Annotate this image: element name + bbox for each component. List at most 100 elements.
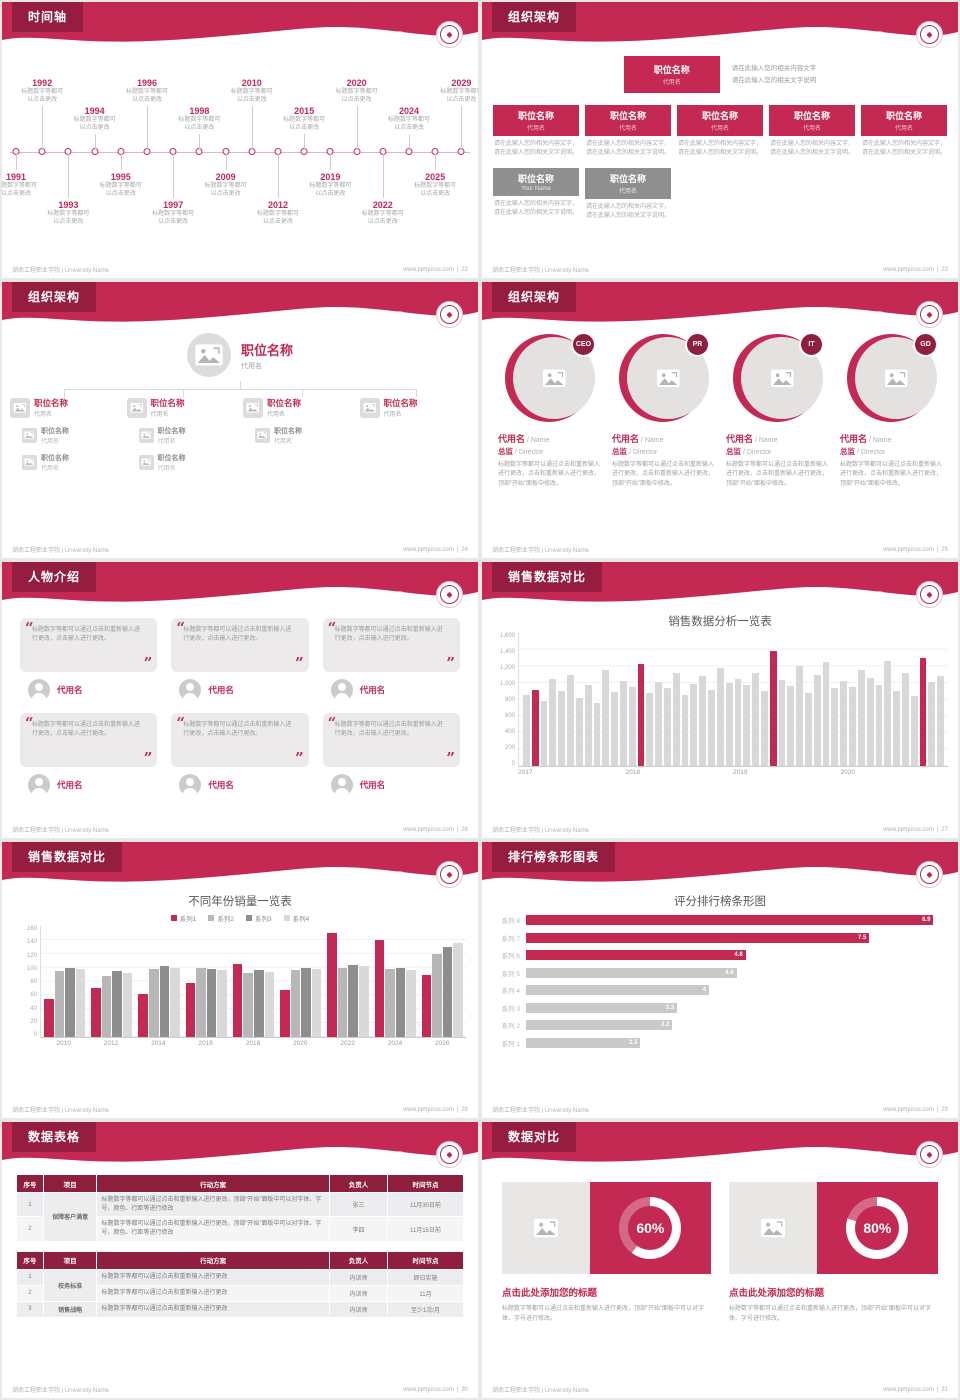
legend-label: 系列4 (292, 916, 310, 923)
person-card: “ 标题数字等都可以通过点击和重新输入进行更改，点击输入进行更改。 ” 代用名 (171, 618, 309, 701)
ranking-row: 系列 6 4.8 (494, 950, 938, 960)
timeline-desc: 标题数字等都可以点击更改 (21, 89, 64, 103)
quote-text: 标题数字等都可以通过点击和重新输入进行更改，点击输入进行更改。 (183, 722, 292, 738)
cell-time: 11月 (387, 1284, 464, 1302)
person-cards: “ 标题数字等都可以通过点击和重新输入进行更改，点击输入进行更改。 ” 代用名 … (2, 608, 478, 796)
bar (778, 679, 786, 766)
y-tick-label: 100 (26, 965, 37, 972)
slide-footer: 湖南工程职业学院 | University Name www.pptgurus.… (482, 543, 958, 556)
header-wave (482, 2, 958, 45)
category-label: 系列 6 (501, 953, 520, 960)
bar-track: 4.6 (526, 967, 938, 978)
school-crest-icon: ◆ (436, 21, 463, 48)
slide-22-timeline[interactable]: 时间轴 ◆ 1991标题数字等都可以点击更改1992标题数字等都可以点击更改19… (2, 2, 478, 278)
crest-emblem-icon: ◆ (440, 25, 459, 44)
role-photo: GD (847, 332, 938, 422)
donut-hole: 60% (628, 1206, 673, 1250)
category-label: 系列 5 (501, 970, 520, 978)
slide-title: 组织架构 (492, 282, 577, 312)
bar: 8.9 (526, 915, 934, 925)
y-tick-label: 600 (504, 713, 515, 719)
slide-28-yearly-sales-chart[interactable]: 销售数据对比 ◆ 不同年份销量一览表 系列1 系列2 系列3 系列4 160 140 12… (2, 842, 478, 1118)
stat-panel-left: 60% 点击此处添加您的标题 标题数字等都可以通过点击和重新输入进行更改，顶部“… (502, 1182, 711, 1324)
name-cn: 代用名 (498, 434, 526, 444)
bar (646, 692, 654, 766)
person-desc: 标题数字等都可以通过点击和重新输入进行更改，点击和重新输入进行更改，顶部“开始”… (498, 462, 601, 487)
footer-site: www.pptgurus.com 31 (883, 1387, 948, 1393)
role-photo: PR (619, 332, 710, 422)
stat-panel-right: 80% 点击此处添加您的标题 标题数字等都可以通过点击和重新输入进行更改，顶部“… (729, 1182, 938, 1324)
bar (65, 967, 75, 1037)
timeline-desc: 标题数字等都可以点击更改 (2, 183, 37, 197)
donut-chart: 60% (619, 1197, 682, 1259)
person-name: 代用名 (208, 780, 234, 790)
bar (664, 687, 671, 766)
bar-group (88, 926, 135, 1037)
bar (290, 970, 301, 1037)
slide-26-people-intro[interactable]: 人物介绍 ◆ “ 标题数字等都可以通过点击和重新输入进行更改，点击输入进行更改。… (2, 562, 478, 838)
y-tick-label: 60 (30, 992, 37, 999)
col-header: 项目 (42, 1174, 98, 1193)
timeline-year: 2024 (398, 106, 420, 116)
bar (159, 966, 170, 1037)
quote-bubble: “ 标题数字等都可以通过点击和重新输入进行更改，点击输入进行更改。 ” (322, 618, 460, 672)
bar (752, 672, 759, 766)
bar (831, 687, 839, 766)
slide-24-org-tree[interactable]: 组织架构 ◆ 职位名称 代用名 (2, 282, 478, 558)
category-label: 系列 1 (501, 1040, 520, 1048)
slide-27-sales-chart[interactable]: 销售数据对比 ◆ 销售数据分析一览表 1,600 1,400 1,200 1,000 8… (482, 562, 958, 838)
slide-footer: 湖南工程职业学院 | University Name www.pptgurus.… (2, 823, 478, 836)
person-desc: 标题数字等都可以通过点击和重新输入进行更改，点击和重新输入进行更改，顶部“开始”… (840, 462, 943, 487)
quote-text: 标题数字等都可以通过点击和重新输入进行更改，点击输入进行更改。 (334, 722, 443, 738)
x-tick-label: 2016 (198, 1040, 213, 1047)
photo-placeholder-icon (22, 455, 37, 470)
slide-title: 数据表格 (12, 1122, 97, 1152)
slide-title: 时间轴 (12, 2, 84, 32)
slide-31-data-comparison[interactable]: 数据对比 ◆ 60% 点击此处添加您的标题 标题数字等都可以通过点击和重新输入进… (482, 1122, 958, 1398)
bar (243, 973, 253, 1037)
slide-30-data-tables[interactable]: 数据表格 ◆ 序号 项目 行动方案 负责人 时间节点 (2, 1122, 478, 1398)
person-name: 代用名 / Name (498, 432, 600, 445)
x-tick-label: 2024 (387, 1040, 403, 1047)
col-header: 时间节点 (387, 1250, 464, 1270)
site-url: www.pptgurus.com (403, 1106, 454, 1113)
legend-label: 系列1 (179, 916, 197, 923)
bar (406, 970, 416, 1037)
org-tree-columns: 职位名称 代用名 职位名称 代用名 (10, 397, 470, 542)
org-child-node: 职位名称 代用名 (22, 426, 121, 445)
bar (337, 967, 348, 1037)
org-box: 职位名称 代用名 请在此输入您的相关内容文字，请在此输入您的相关文字说明。 (677, 105, 763, 158)
footer-school: 湖南工程职业学院 | University Name (492, 1388, 589, 1394)
timeline-stem (147, 106, 148, 150)
role-cn: 总监 (840, 447, 855, 456)
site-url: www.pptgurus.com (883, 1106, 934, 1113)
y-tick-label: 200 (504, 745, 515, 751)
slide-header: 排行榜条形图表 ◆ (482, 842, 958, 888)
timeline-label: 2029标题数字等都可以点击更改 (438, 78, 478, 104)
photo-placeholder-icon (138, 428, 154, 443)
person-name: 代用名 / Name (726, 432, 828, 445)
quote-open-icon: “ (25, 714, 34, 732)
footer-separator (457, 827, 459, 833)
org-box-desc: 请在此输入您的相关内容文字，请在此输入您的相关文字说明。 (677, 141, 762, 156)
timeline-label: 2025 标题数字等都可以点击更改 (412, 172, 458, 198)
slide-29-ranking-chart[interactable]: 排行榜条形图表 ◆ 评分排行榜条形图 系列 8 8.9 系列 7 7.5 系列 6 4.8… (482, 842, 958, 1118)
slide-23-org-chart[interactable]: 组织架构 ◆ 职位名称 代用名 请在此输入您的相关内容文字 请在此输入您的相关文… (482, 2, 958, 278)
header-wave (2, 282, 478, 325)
bar (919, 657, 927, 766)
position-subtitle: 代用名 (802, 126, 821, 132)
avatar-icon (330, 679, 353, 701)
table-row: 2 标题数字等都可以通过点击和重新输入进行更改 内训师 11月 (16, 1284, 464, 1302)
crest-emblem-icon: ◆ (920, 865, 939, 884)
col-header: 项目 (42, 1250, 98, 1270)
timeline-label: 1997 标题数字等都可以点击更改 (150, 200, 196, 226)
header-wave (482, 1122, 958, 1165)
slide-25-org-roles[interactable]: 组织架构 ◆ CEO 代用名 / Name 总监 / Director 标题数字… (482, 282, 958, 558)
role-cn: 总监 (612, 447, 627, 456)
category-label: 系列 8 (501, 918, 520, 925)
position-title: 职位名称 (701, 111, 738, 121)
org-box-desc: 请在此输入您的相关内容文字，请在此输入您的相关文字说明。 (493, 141, 578, 156)
cell-owner: 张三 (328, 1191, 389, 1218)
value-label: 7.5 (857, 934, 867, 941)
cell-no: 1 (16, 1191, 44, 1218)
